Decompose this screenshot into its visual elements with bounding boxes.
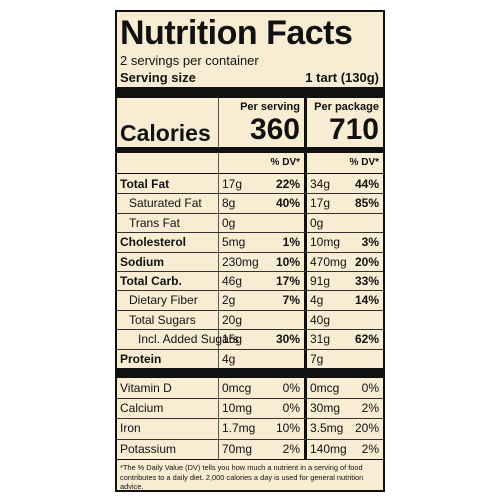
medium-rule — [117, 147, 383, 153]
serving-amount: 46g — [222, 274, 243, 288]
nutrient-name: Protein — [120, 351, 162, 366]
calories-package: 710 — [328, 113, 379, 146]
nutrient-name: Incl. Added Sugars — [138, 332, 239, 347]
nutrient-name: Vitamin D — [120, 381, 172, 395]
per-serving: Per serving — [240, 101, 300, 113]
footnote: *The % Daily Value (DV) tells you how mu… — [120, 463, 364, 492]
nutrient-name: Cholesterol — [120, 235, 187, 250]
column-divider — [218, 98, 219, 459]
rule — [117, 193, 383, 195]
servings: 2 servings per container — [120, 53, 259, 68]
rule — [117, 290, 383, 292]
rule — [117, 329, 383, 331]
serving-amount: 15g — [222, 332, 243, 347]
serving-amount: 4g — [222, 351, 236, 366]
nutrient-name: Total Carb. — [120, 274, 182, 288]
serving-size-label: Serving size — [120, 70, 196, 85]
package-amount: 4g — [310, 293, 324, 308]
serving-dv: 0% — [282, 381, 300, 395]
rule — [117, 418, 383, 420]
dv-serving: % DV* — [270, 157, 300, 168]
nutrient-name: Sodium — [120, 254, 164, 269]
package-amount: 17g — [310, 196, 331, 211]
serving-amount: 8g — [222, 196, 236, 211]
serving-dv: 30% — [275, 332, 300, 347]
serving-amount: 230mg — [222, 254, 259, 269]
rule — [117, 309, 383, 311]
package-amount: 10mg — [310, 235, 341, 250]
serving-amount: 0g — [222, 215, 236, 230]
per-package: Per package — [314, 101, 379, 113]
package-amount: 3.5mg — [310, 421, 344, 436]
serving-dv: 1% — [282, 235, 300, 250]
package-dv: 0% — [361, 381, 379, 395]
calories-serving: 360 — [249, 113, 300, 146]
package-dv: 33% — [354, 274, 379, 288]
serving-amount: 70mg — [222, 441, 253, 456]
package-amount: 31g — [310, 332, 331, 347]
thick-rule — [117, 368, 383, 378]
nutrient-name: Dietary Fiber — [129, 293, 198, 308]
package-dv: 14% — [354, 293, 379, 308]
nutrient-name: Saturated Fat — [129, 196, 202, 211]
serving-size: 1 tart (130g) — [305, 70, 379, 85]
calories-label: Calories — [120, 120, 211, 146]
serving-dv: 17% — [275, 274, 300, 288]
package-amount: 30mg — [310, 401, 341, 416]
serving-amount: 5mg — [222, 235, 246, 250]
package-amount: 140mg — [310, 441, 347, 456]
nutrient-name: Calcium — [120, 401, 164, 416]
dv-package: % DV* — [349, 157, 379, 168]
serving-amount: 20g — [222, 312, 243, 327]
rule — [117, 173, 383, 174]
package-dv: 20% — [354, 254, 379, 269]
nutrient-name: Total Fat — [120, 177, 170, 191]
serving-amount: 17g — [222, 177, 243, 191]
package-dv: 62% — [354, 332, 379, 347]
serving-dv: 2% — [282, 441, 300, 456]
title: Nutrition Facts — [120, 14, 353, 52]
rule — [117, 438, 383, 440]
rule — [117, 271, 383, 272]
package-amount: 34g — [310, 177, 331, 191]
serving-dv: 22% — [275, 177, 300, 191]
nutrient-name: Total Sugars — [129, 312, 196, 327]
serving-amount: 2g — [222, 293, 236, 308]
package-dv: 2% — [361, 401, 379, 416]
nutrient-name: Trans Fat — [129, 215, 180, 230]
serving-amount: 10mg — [222, 401, 253, 416]
package-dv: 20% — [354, 421, 379, 436]
nutrient-name: Potassium — [120, 441, 177, 456]
nutrition-label: Nutrition Facts 2 servings per container… — [115, 10, 385, 492]
package-amount: 0g — [310, 215, 324, 230]
serving-dv: 7% — [282, 293, 300, 308]
rule — [117, 459, 383, 460]
rule — [117, 348, 383, 350]
package-dv: 85% — [354, 196, 379, 211]
package-dv: 2% — [361, 441, 379, 456]
serving-dv: 0% — [282, 401, 300, 416]
serving-amount: 0mcg — [222, 381, 252, 395]
package-amount: 0mcg — [310, 381, 340, 395]
package-amount: 470mg — [310, 254, 347, 269]
serving-dv: 10% — [275, 421, 300, 436]
thick-rule — [117, 87, 383, 98]
serving-amount: 1.7mg — [222, 421, 256, 436]
serving-dv: 10% — [275, 254, 300, 269]
rule — [117, 232, 383, 234]
package-dv: 44% — [354, 177, 379, 191]
package-amount: 91g — [310, 274, 331, 288]
serving-dv: 40% — [275, 196, 300, 211]
column-divider — [304, 98, 307, 459]
package-amount: 7g — [310, 351, 324, 366]
package-amount: 40g — [310, 312, 331, 327]
rule — [117, 251, 383, 253]
rule — [117, 212, 383, 214]
nutrient-name: Iron — [120, 421, 141, 436]
package-dv: 3% — [361, 235, 379, 250]
rule — [117, 398, 383, 400]
